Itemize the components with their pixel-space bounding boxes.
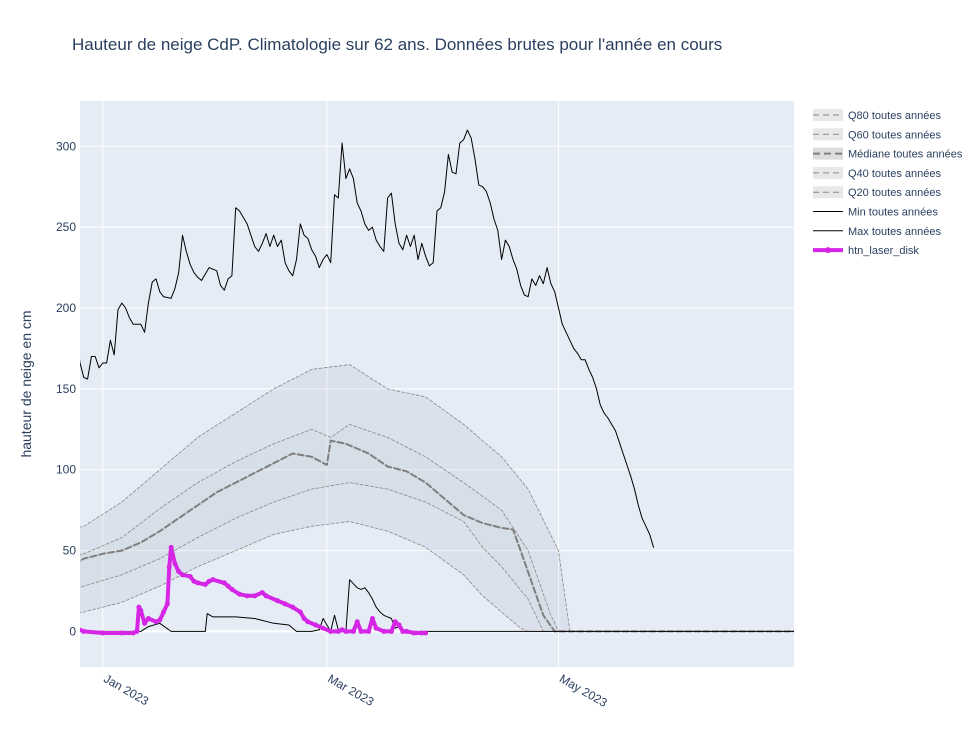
- htn-marker: [221, 580, 227, 586]
- htn-marker: [392, 619, 398, 625]
- legend-label-min-toutes-annees[interactable]: Min toutes années: [848, 207, 938, 219]
- y-tick-label: 250: [56, 220, 76, 234]
- htn-marker: [119, 630, 125, 636]
- y-axis-label: hauteur de neige en cm: [18, 310, 34, 457]
- legend-marker: [825, 247, 831, 254]
- band-q40-q20: [80, 482, 654, 632]
- htn-marker: [305, 619, 311, 625]
- series-line-mediane-toutes-annees: [80, 439, 794, 633]
- legend: Q80 toutes années Q60 toutes années Médian…: [806, 104, 972, 260]
- htn-marker: [187, 573, 193, 579]
- series-line-min-toutes-annees: [80, 579, 794, 632]
- htn-marker: [100, 630, 106, 636]
- htn-marker: [161, 609, 167, 615]
- htn-marker: [396, 622, 402, 628]
- htn-marker: [404, 628, 410, 634]
- htn-marker: [343, 628, 349, 634]
- y-tick-label: 150: [56, 382, 76, 396]
- htn-marker: [290, 604, 296, 610]
- htn-marker: [423, 630, 429, 636]
- htn-marker: [164, 601, 170, 607]
- htn-marker: [328, 628, 334, 634]
- htn-marker: [320, 625, 326, 631]
- htn-marker: [153, 619, 159, 625]
- htn-marker: [373, 625, 379, 631]
- y-axis-ticks: 0 50 100 150 200 250 300: [56, 139, 76, 638]
- htn-marker: [81, 628, 87, 634]
- band-q60-q40: [80, 424, 654, 632]
- htn-marker: [138, 607, 144, 613]
- htn-marker: [142, 620, 148, 626]
- htn-marker: [229, 586, 235, 592]
- htn-marker: [145, 615, 151, 621]
- legend-label-q40-toutes-annees[interactable]: Q40 toutes années: [848, 168, 941, 180]
- htn-marker: [301, 615, 307, 621]
- series-line-q40-toutes-annees: [80, 482, 794, 632]
- htn-marker: [350, 628, 356, 634]
- series-line-q80-toutes-annees: [80, 364, 794, 632]
- htn-marker: [225, 583, 231, 589]
- htn-marker: [274, 598, 280, 604]
- htn-marker: [130, 630, 136, 636]
- htn-marker: [400, 628, 406, 634]
- band-q80-q60: [80, 364, 654, 632]
- htn-marker: [157, 617, 163, 623]
- htn-marker: [339, 627, 345, 633]
- legend-label-mediane-toutes-annees[interactable]: Médiane toutes années: [848, 149, 963, 161]
- legend-label-q80-toutes-annees[interactable]: Q80 toutes années: [848, 110, 941, 122]
- y-tick-label: 200: [56, 301, 76, 315]
- htn-marker: [259, 590, 265, 596]
- htn-marker: [411, 630, 417, 636]
- htn-marker: [312, 622, 318, 628]
- htn-marker: [244, 593, 250, 599]
- series-lines: [80, 129, 794, 636]
- htn-marker: [297, 609, 303, 615]
- htn-marker: [191, 578, 197, 584]
- htn-marker: [168, 544, 174, 550]
- htn-marker: [134, 628, 140, 634]
- htn-marker: [282, 601, 288, 607]
- htn-marker: [388, 628, 394, 634]
- htn-marker: [263, 593, 269, 599]
- htn-marker: [369, 615, 375, 621]
- quantile-bands: [80, 364, 654, 632]
- htn-marker: [237, 591, 243, 597]
- y-tick-label: 0: [69, 624, 76, 638]
- chart-title: Hauteur de neige CdP. Climatologie sur 6…: [72, 35, 722, 54]
- htn-marker: [206, 578, 212, 584]
- htn-marker: [335, 628, 341, 634]
- y-tick-label: 100: [56, 463, 76, 477]
- htn-marker: [195, 580, 201, 586]
- legend-label-max-toutes-annees[interactable]: Max toutes années: [848, 226, 941, 238]
- htn-marker: [166, 564, 172, 570]
- htn-marker: [180, 572, 186, 578]
- htn-marker: [354, 619, 360, 625]
- legend-label-q60-toutes-annees[interactable]: Q60 toutes années: [848, 129, 941, 141]
- htn-marker: [172, 561, 178, 567]
- y-tick-label: 50: [63, 544, 77, 558]
- htn-marker: [366, 628, 372, 634]
- htn-marker: [358, 628, 364, 634]
- y-tick-label: 300: [56, 139, 76, 153]
- htn-marker: [419, 630, 425, 636]
- htn-marker: [176, 569, 182, 575]
- series-line-q20-toutes-annees: [80, 521, 794, 632]
- htn-marker: [252, 593, 258, 599]
- plot-area[interactable]: [80, 101, 794, 667]
- series-line-max-toutes-annees: [80, 129, 654, 548]
- legend-label-htn-laser-disk[interactable]: htn_laser_disk: [848, 245, 919, 257]
- htn-marker: [202, 582, 208, 588]
- legend-label-q20-toutes-annees[interactable]: Q20 toutes années: [848, 187, 941, 199]
- htn-marker: [381, 628, 387, 634]
- series-line-q60-toutes-annees: [80, 423, 794, 632]
- htn-marker: [210, 577, 216, 583]
